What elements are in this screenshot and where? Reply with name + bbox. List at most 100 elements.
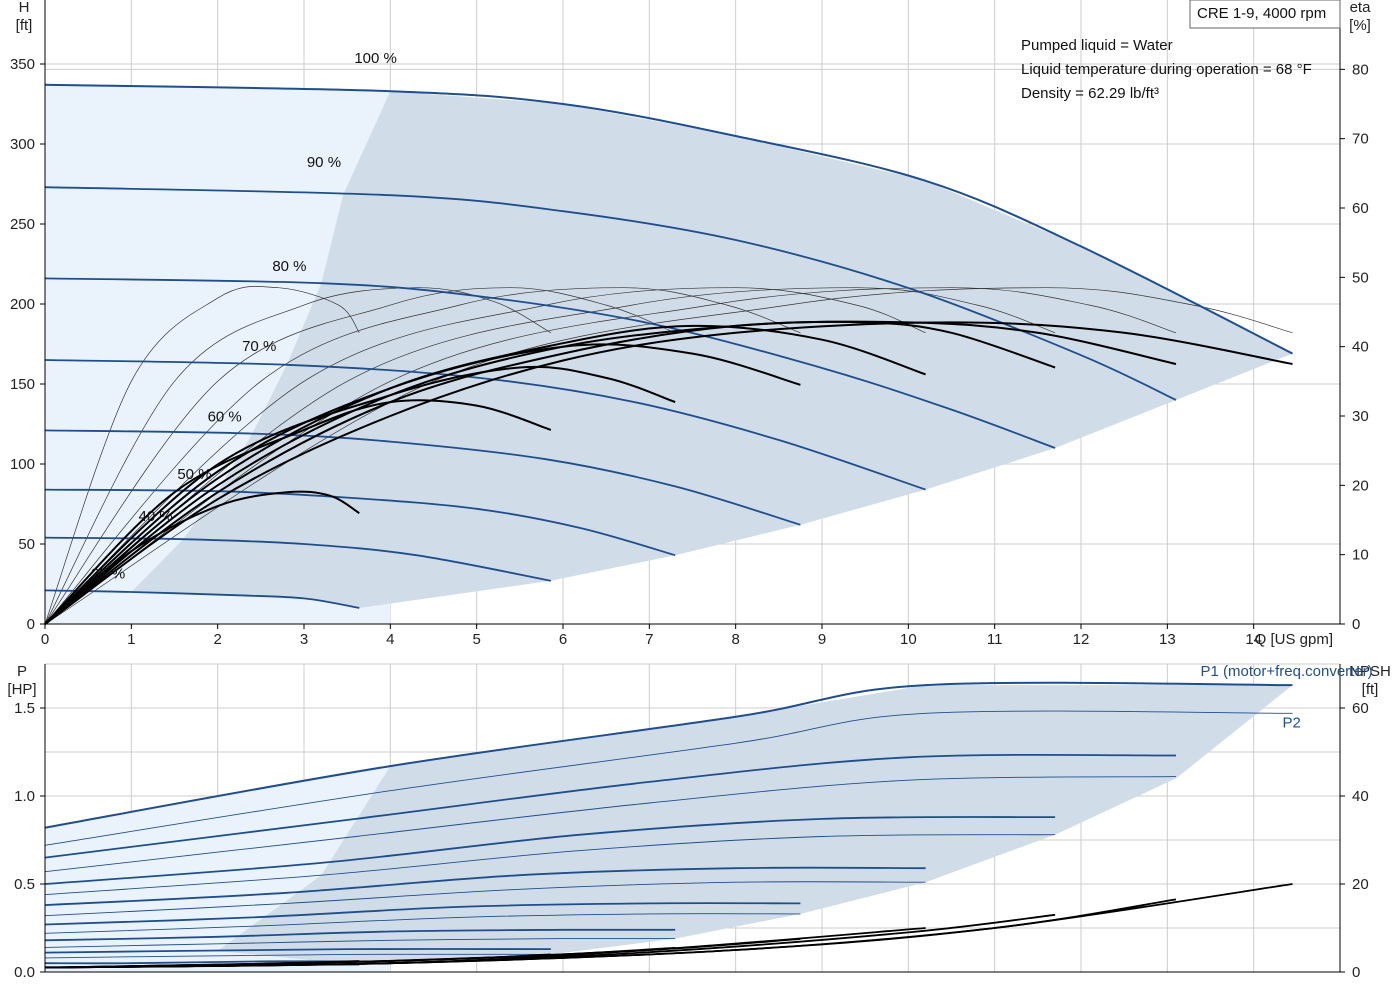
x-tick-label: 0 (41, 631, 49, 648)
speed-percent-label: 80 % (272, 258, 306, 275)
y-tick-label: 1.5 (14, 700, 35, 717)
dark-region (131, 91, 1293, 608)
x-tick-label: 8 (731, 631, 739, 648)
head-curve (44, 83, 1293, 355)
head-curve (44, 186, 1177, 401)
efficiency-curve (44, 321, 1293, 625)
efficiency-contour-line (44, 287, 676, 625)
info-temperature: Liquid temperature during operation = 68… (1021, 61, 1312, 78)
efficiency-curve (44, 320, 1177, 625)
p1-curve (44, 960, 360, 965)
y-tick-label: 200 (10, 296, 35, 313)
p1-curve (44, 753, 1177, 859)
y-axis-label: P (17, 663, 27, 680)
y2-tick-label: 20 (1352, 477, 1369, 494)
x-tick-label: 2 (213, 631, 221, 648)
head-curve (44, 277, 1056, 449)
p1-curve (44, 902, 801, 926)
npsh-curves (44, 883, 1293, 969)
x-tick-label: 1 (127, 631, 135, 648)
y2-tick-label: 40 (1352, 788, 1369, 805)
p2-curve (44, 953, 551, 959)
axis-labels: 100 %90 %80 %70 %60 %50 %40 %25 %0 1 2 3 4 5 6… (7, 0, 1390, 981)
p2-curve (44, 881, 926, 917)
speed-percent-label: 70 % (242, 338, 276, 355)
y2-axis-label: NPSH (1349, 663, 1391, 680)
speed-percent-label: 25 % (91, 565, 125, 582)
x-tick-label: 4 (386, 631, 394, 648)
speed-percent-label: 100 % (354, 50, 397, 67)
power-curves (44, 681, 1293, 968)
y-axis-label: [HP] (7, 681, 36, 698)
head-curve (44, 589, 360, 609)
p1-curve (44, 681, 1293, 829)
info-density: Density = 62.29 lb/ft³ (1021, 85, 1159, 102)
y-axis-label: H (19, 0, 30, 16)
x-tick-label: 7 (645, 631, 653, 648)
efficiency-curves (44, 320, 1293, 625)
p1-curve (44, 948, 551, 954)
x-tick-label: 5 (472, 631, 480, 648)
p2-curve (44, 710, 1293, 846)
efficiency-curve (44, 399, 552, 625)
p1-curve (44, 928, 676, 942)
y2-axis-label: [%] (1349, 17, 1371, 34)
y2-tick-label: 70 (1352, 131, 1369, 148)
p2-annotation: P2 (1283, 714, 1301, 731)
y2-tick-label: 30 (1352, 408, 1369, 425)
y2-tick-label: 50 (1352, 269, 1369, 286)
speed-percent-label: 60 % (208, 409, 242, 426)
efficiency-curve (44, 324, 926, 625)
y2-tick-label: 20 (1352, 876, 1369, 893)
head-curve (44, 359, 926, 491)
x-tick-label: 13 (1159, 631, 1176, 648)
y-tick-label: 0.5 (14, 876, 35, 893)
chart-title: CRE 1-9, 4000 rpm (1197, 5, 1326, 22)
speed-percent-label: 50 % (177, 466, 211, 483)
x-tick-label: 6 (559, 631, 567, 648)
x-tick-label: 9 (818, 631, 826, 648)
y2-tick-label: 10 (1352, 547, 1369, 564)
head-operating-region (45, 84, 1293, 625)
p1-curve (44, 816, 1056, 885)
y-axis-label: [ft] (16, 17, 33, 34)
y-tick-label: 0.0 (14, 964, 35, 981)
p2-curve (44, 776, 1177, 873)
y2-tick-label: 60 (1352, 200, 1369, 217)
x-tick-label: 3 (300, 631, 308, 648)
x-tick-label: 12 (1073, 631, 1090, 648)
y2-tick-label: 0 (1352, 616, 1360, 633)
y2-tick-label: 0 (1352, 964, 1360, 981)
p2-curve (44, 913, 801, 934)
y-tick-label: 50 (18, 536, 35, 553)
efficiency-contour-line (44, 287, 1177, 625)
npsh-curve (44, 960, 360, 969)
efficiency-contour-line (44, 286, 360, 625)
speed-percent-label: 90 % (307, 154, 341, 171)
efficiency-curve (44, 320, 1056, 625)
y-tick-label: 300 (10, 136, 35, 153)
x-tick-label: 14 (1245, 631, 1262, 648)
y2-axis-label: eta (1350, 0, 1372, 16)
title-box (1189, 0, 1341, 29)
y-tick-label: 350 (10, 56, 35, 73)
y-tick-label: 100 (10, 456, 35, 473)
y2-tick-label: 80 (1352, 61, 1369, 78)
y-tick-label: 0 (27, 616, 35, 633)
p1-curve (44, 866, 926, 906)
p2-curve (44, 834, 1056, 896)
speed-percent-label: 40 % (139, 508, 173, 525)
x-tick-label: 11 (987, 631, 1003, 648)
dark-region (217, 685, 1293, 965)
head-curves (44, 83, 1293, 609)
p1-annotation: P1 (motor+freq.converter) (1201, 663, 1373, 680)
head-curve (44, 429, 801, 526)
axes (40, 0, 1345, 973)
x-axis-label: Q [US gpm] (1255, 631, 1333, 648)
y2-axis-label: [ft] (1362, 681, 1379, 698)
head-curve (44, 488, 676, 557)
info-liquid: Pumped liquid = Water (1021, 37, 1173, 54)
y-tick-label: 150 (10, 376, 35, 393)
